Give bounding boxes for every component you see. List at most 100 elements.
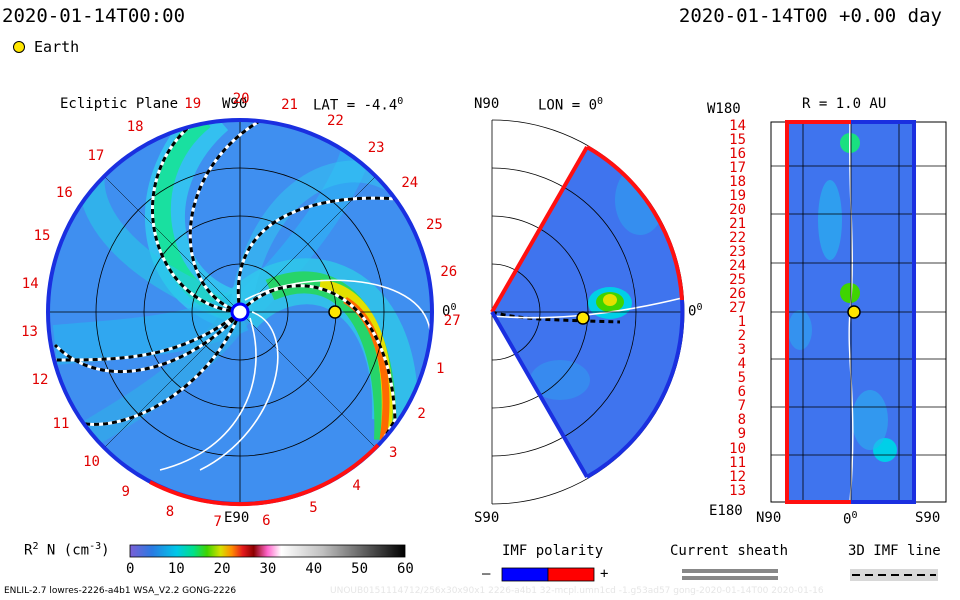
ecliptic-rotation-number: 13 — [21, 324, 38, 341]
colorbar-tick: 60 — [397, 561, 414, 577]
imf-polarity-minus: – — [482, 566, 491, 582]
imf-polarity-positive-swatch — [547, 567, 595, 582]
ecliptic-rotation-number: 1 — [435, 360, 445, 377]
radial-rotation-number: 26 — [729, 286, 746, 303]
imf-polarity-title: IMF polarity — [502, 543, 604, 559]
radial-rotation-number: 4 — [737, 356, 746, 373]
radial-map-plot — [770, 120, 947, 504]
ecliptic-rotation-number: 23 — [367, 140, 385, 157]
radial-rotation-number: 19 — [729, 188, 746, 205]
radial-rotation-number: 1 — [737, 314, 746, 331]
earth-marker — [328, 305, 342, 319]
radial-rotation-number: 18 — [729, 174, 746, 191]
meridional-bottom-left: S90 — [474, 510, 500, 526]
radial-rotation-number: 27 — [729, 300, 746, 317]
radial-top-left: W180 — [707, 101, 741, 117]
radial-rotation-number: 24 — [729, 258, 746, 275]
radial-rotation-number: 12 — [729, 468, 746, 485]
ecliptic-rotation-number: 26 — [440, 264, 458, 281]
ecliptic-rotation-number: 22 — [326, 113, 344, 130]
ecliptic-rotation-number: 19 — [184, 96, 202, 113]
radial-rotation-number: 13 — [729, 482, 746, 499]
radial-rotation-number: 5 — [737, 370, 746, 387]
radial-rotation-number: 2 — [737, 328, 746, 345]
radial-rotation-number: 10 — [729, 440, 746, 457]
colorbar-tick: 10 — [167, 561, 185, 577]
radial-rotation-number: 14 — [729, 118, 746, 134]
ecliptic-rotation-number: 24 — [401, 175, 419, 192]
meridional-lon: LON = 00 — [538, 96, 604, 114]
ecliptic-bottom-label: E90 — [224, 510, 250, 526]
ecliptic-rotation-number: 7 — [213, 514, 222, 531]
radial-x-label-n90: N90 — [756, 510, 782, 526]
ecliptic-rotation-number: 20 — [232, 91, 250, 107]
ecliptic-rotation-number: 14 — [21, 275, 39, 292]
sun-marker — [230, 302, 250, 322]
radial-bottom-left: E180 — [709, 503, 743, 519]
imf-polarity-negative-swatch — [501, 567, 549, 582]
ecliptic-top-label: W90 — [222, 96, 248, 112]
colorbar-tick: 40 — [305, 561, 323, 577]
radial-rotation-number: 20 — [729, 202, 746, 219]
radial-rotation-number: 22 — [729, 230, 746, 247]
meridional-right-label: 00 — [688, 302, 703, 320]
ecliptic-rotation-number: 4 — [352, 477, 361, 494]
earth-legend-label: Earth — [34, 38, 80, 56]
colorbar-label: R2 N (cm-3) — [24, 541, 110, 559]
ecliptic-rotation-number: 10 — [83, 453, 100, 470]
radial-rotation-number: 8 — [737, 412, 746, 429]
imf-line-title: 3D IMF line — [848, 543, 941, 559]
ecliptic-rotation-number: 8 — [165, 504, 175, 521]
ecliptic-rotation-number: 3 — [389, 445, 398, 462]
imf-polarity-plus: + — [600, 566, 609, 582]
colorbar-tick: 30 — [259, 561, 277, 577]
ecliptic-lat: LAT = -4.40 — [313, 96, 404, 114]
footer-faint-text: UNOUB0151114712/256x30x90x1 2226-a4b1 32… — [330, 586, 824, 596]
ecliptic-rotation-number: 27 — [443, 312, 461, 329]
radial-rotation-number: 15 — [729, 132, 746, 149]
radial-rotation-number: 21 — [729, 216, 746, 233]
radial-rotation-number: 9 — [737, 426, 746, 443]
ecliptic-right-label: 00 — [442, 302, 457, 320]
radial-rotation-number: 23 — [729, 244, 746, 261]
ecliptic-rotation-number: 2 — [417, 405, 426, 422]
radial-x-label-s90: S90 — [915, 510, 941, 526]
ecliptic-rotation-number: 18 — [126, 118, 144, 135]
ecliptic-rotation-number: 16 — [55, 184, 73, 201]
left-timestamp: 2020-01-14T00:00 — [2, 5, 186, 27]
colorbar-tick: 50 — [351, 561, 369, 577]
radial-rotation-number: 3 — [737, 342, 746, 359]
radial-title: R = 1.0 AU — [802, 96, 887, 112]
ecliptic-rotation-number: 9 — [121, 483, 130, 500]
ecliptic-rotation-number: 6 — [262, 512, 271, 529]
ecliptic-rotation-number: 21 — [281, 96, 298, 113]
meridional-plot — [490, 119, 685, 505]
ecliptic-plane-plot — [46, 118, 434, 507]
radial-x-label-0: 00 — [843, 510, 858, 528]
ecliptic-rotation-number: 11 — [52, 415, 70, 432]
ecliptic-rotation-number: 25 — [425, 217, 443, 234]
radial-rotation-number: 17 — [729, 160, 746, 177]
earth-legend: Earth — [13, 38, 79, 56]
earth-marker-radial — [847, 305, 861, 319]
radial-rotation-number: 25 — [729, 272, 746, 289]
radial-rotation-number: 6 — [737, 384, 746, 401]
radial-rotation-number: 7 — [737, 398, 746, 415]
earth-marker-meridional — [576, 311, 590, 325]
colorbar-tick: 20 — [213, 561, 231, 577]
ecliptic-rotation-number: 15 — [33, 228, 51, 245]
footer-model-text: ENLIL-2.7 lowres-2226-a4b1 WSA_V2.2 GONG… — [4, 586, 237, 596]
density-colorbar — [129, 544, 406, 558]
ecliptic-title: Ecliptic Plane — [60, 96, 179, 112]
right-timestamp: 2020-01-14T00 +0.00 day — [678, 5, 942, 27]
ecliptic-rotation-number: 17 — [87, 147, 105, 164]
radial-rotation-number: 11 — [729, 454, 746, 471]
current-sheath-title: Current sheath — [670, 543, 789, 559]
meridional-top-left: N90 — [474, 96, 500, 112]
ecliptic-rotation-number: 5 — [309, 500, 318, 517]
colorbar-tick: 0 — [126, 561, 135, 577]
radial-rotation-number: 16 — [729, 146, 746, 163]
ecliptic-rotation-number: 12 — [31, 371, 49, 388]
earth-marker-icon — [13, 41, 25, 53]
